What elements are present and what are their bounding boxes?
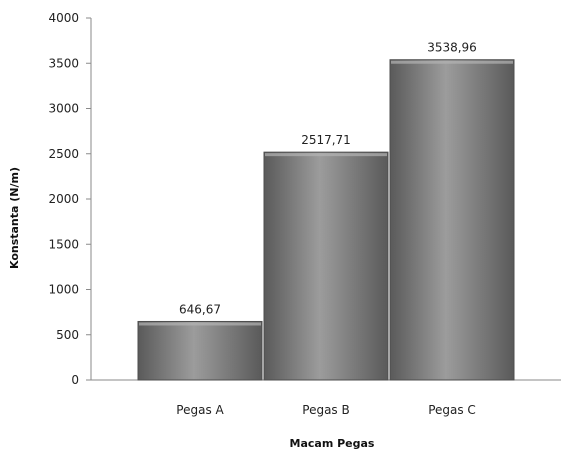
data-label: 646,67 bbox=[179, 302, 221, 316]
y-axis-title: Konstanta (N/m) bbox=[8, 167, 21, 269]
y-tick-label: 500 bbox=[56, 328, 79, 342]
x-axis: Pegas A Pegas B Pegas C bbox=[91, 379, 561, 417]
data-label: 2517,71 bbox=[301, 133, 351, 147]
y-tick-label: 3500 bbox=[48, 56, 79, 70]
data-label: 3538,96 bbox=[427, 41, 477, 55]
x-tick-label: Pegas A bbox=[176, 403, 224, 417]
y-tick-label: 3000 bbox=[48, 102, 79, 116]
x-tick-label: Pegas C bbox=[428, 403, 476, 417]
bar-pegas-c bbox=[389, 59, 515, 381]
bar-top-highlight bbox=[391, 60, 513, 64]
bar-top-highlight bbox=[139, 322, 261, 326]
y-tick-label: 4000 bbox=[48, 11, 79, 25]
y-tick-label: 2500 bbox=[48, 147, 79, 161]
y-axis: 0 500 1000 1500 2000 2500 3000 3500 4000 bbox=[48, 11, 92, 387]
bars bbox=[137, 59, 515, 381]
data-labels: 646,67 2517,71 3538,96 bbox=[179, 41, 477, 317]
y-tick-label: 1000 bbox=[48, 283, 79, 297]
y-tick-label: 2000 bbox=[48, 192, 79, 206]
bar-top-highlight bbox=[265, 153, 387, 157]
x-axis-title: Macam Pegas bbox=[290, 437, 375, 450]
x-tick-label: Pegas B bbox=[302, 403, 349, 417]
bar-pegas-b bbox=[263, 151, 389, 381]
y-tick-label: 1500 bbox=[48, 237, 79, 251]
bar-pegas-a bbox=[137, 320, 263, 381]
y-tick-label: 0 bbox=[71, 373, 79, 387]
